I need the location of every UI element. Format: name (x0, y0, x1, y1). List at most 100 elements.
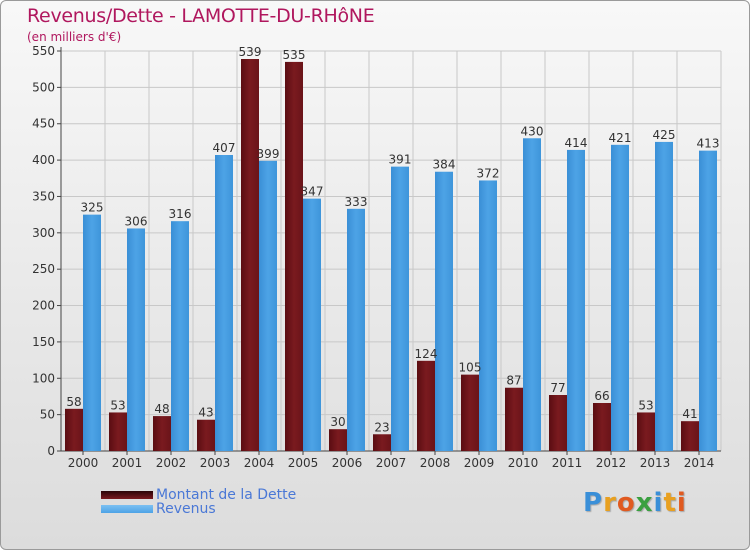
data-label-dette: 105 (459, 361, 482, 375)
y-tick-label: 300 (32, 226, 55, 240)
x-tick-label: 2005 (288, 456, 319, 470)
logo-letter: o (616, 488, 636, 518)
data-label-revenus: 333 (345, 195, 368, 209)
bar-dette (637, 412, 655, 451)
bar-dette (593, 403, 611, 451)
bar-revenus (479, 180, 497, 452)
x-tick-label: 2010 (508, 456, 539, 470)
data-label-revenus: 391 (389, 153, 412, 167)
logo-letter: P (583, 488, 604, 518)
data-label-revenus: 372 (477, 166, 500, 180)
x-tick-label: 2002 (156, 456, 187, 470)
bar-dette (505, 387, 523, 451)
bar-layer (65, 59, 717, 452)
bar-revenus (655, 141, 673, 451)
data-label-revenus: 384 (433, 158, 456, 172)
data-label-revenus: 421 (609, 131, 632, 145)
legend-swatch-revenus (101, 505, 153, 513)
bar-revenus (215, 155, 233, 451)
y-tick-label: 100 (32, 371, 55, 385)
data-label-dette: 48 (154, 402, 169, 416)
x-tick-label: 2014 (684, 456, 715, 470)
data-label-dette: 77 (550, 381, 565, 395)
bar-revenus (171, 221, 189, 451)
x-tick-label: 2003 (200, 456, 231, 470)
legend-label-revenus: Revenus (156, 501, 216, 517)
bar-dette (681, 421, 699, 451)
bar-revenus (303, 198, 321, 451)
data-label-dette: 30 (330, 415, 345, 429)
bar-dette (373, 434, 391, 451)
y-tick-label: 200 (32, 299, 55, 313)
label-layer: 58 325 53 306 48 316 43 407 539 399 535 347 30 333 23 3… (66, 45, 719, 434)
logo-letter: r (603, 488, 617, 518)
x-tick-label: 2006 (332, 456, 363, 470)
data-label-dette: 58 (66, 395, 81, 409)
data-label-dette: 66 (594, 389, 609, 403)
bar-revenus (699, 150, 717, 452)
legend-label-dette: Montant de la Dette (156, 487, 297, 503)
bar-dette (153, 416, 171, 451)
bar-dette (109, 412, 127, 451)
data-label-dette: 41 (682, 407, 697, 421)
bar-revenus (567, 149, 585, 451)
y-tick-label: 250 (32, 262, 55, 276)
bar-revenus (523, 138, 541, 452)
x-tick-label: 2009 (464, 456, 495, 470)
y-tick-label: 150 (32, 335, 55, 349)
x-tick-label: 2012 (596, 456, 627, 470)
bar-dette (241, 59, 259, 451)
bar-dette (285, 61, 303, 452)
data-label-revenus: 325 (81, 201, 104, 215)
data-label-dette: 87 (506, 374, 521, 388)
axis-layer: 0 50 100 150 200 250 300 350 400 450 500 550 2000 200… (32, 44, 721, 470)
y-tick-label: 0 (47, 444, 55, 458)
data-label-revenus: 430 (521, 124, 544, 138)
bar-dette (417, 360, 435, 451)
bar-revenus (83, 214, 101, 451)
data-label-revenus: 425 (653, 128, 676, 142)
bar-revenus (127, 228, 145, 451)
x-tick-label: 2000 (68, 456, 99, 470)
bar-dette (461, 374, 479, 451)
data-label-dette: 23 (374, 420, 389, 434)
y-tick-label: 500 (32, 80, 55, 94)
chart-subtitle: (en milliers d'€) (27, 30, 122, 44)
bar-revenus (391, 166, 409, 452)
data-label-dette: 539 (239, 45, 262, 59)
x-tick-label: 2011 (552, 456, 583, 470)
data-label-revenus: 347 (301, 185, 324, 199)
data-label-dette: 535 (283, 48, 306, 62)
x-tick-label: 2004 (244, 456, 275, 470)
y-tick-label: 350 (32, 189, 55, 203)
bar-dette (329, 429, 347, 451)
y-tick-label: 400 (32, 153, 55, 167)
chart-title: Revenus/Dette - LAMOTTE-DU-RHôNE (27, 5, 375, 27)
proxiti-logo: Proxiti (583, 488, 687, 518)
bar-revenus (435, 171, 453, 451)
legend-swatch-dette (101, 491, 153, 499)
data-label-revenus: 306 (125, 214, 148, 228)
y-tick-label: 50 (40, 408, 55, 422)
data-label-dette: 53 (638, 398, 653, 412)
x-tick-label: 2007 (376, 456, 407, 470)
data-label-dette: 53 (110, 398, 125, 412)
logo-letter: i (653, 488, 664, 518)
logo-letter: i (676, 488, 687, 518)
y-tick-label: 450 (32, 117, 55, 131)
data-label-dette: 43 (198, 406, 213, 420)
data-label-dette: 124 (415, 347, 438, 361)
x-tick-label: 2001 (112, 456, 143, 470)
logo-letter: x (635, 488, 654, 518)
bar-dette (549, 395, 567, 451)
logo-letter: t (663, 488, 677, 518)
bar-revenus (611, 144, 629, 451)
data-label-revenus: 399 (257, 147, 280, 161)
bar-revenus (347, 208, 365, 451)
data-label-revenus: 414 (565, 136, 588, 150)
x-tick-label: 2008 (420, 456, 451, 470)
data-label-revenus: 316 (169, 207, 192, 221)
x-tick-label: 2013 (640, 456, 671, 470)
